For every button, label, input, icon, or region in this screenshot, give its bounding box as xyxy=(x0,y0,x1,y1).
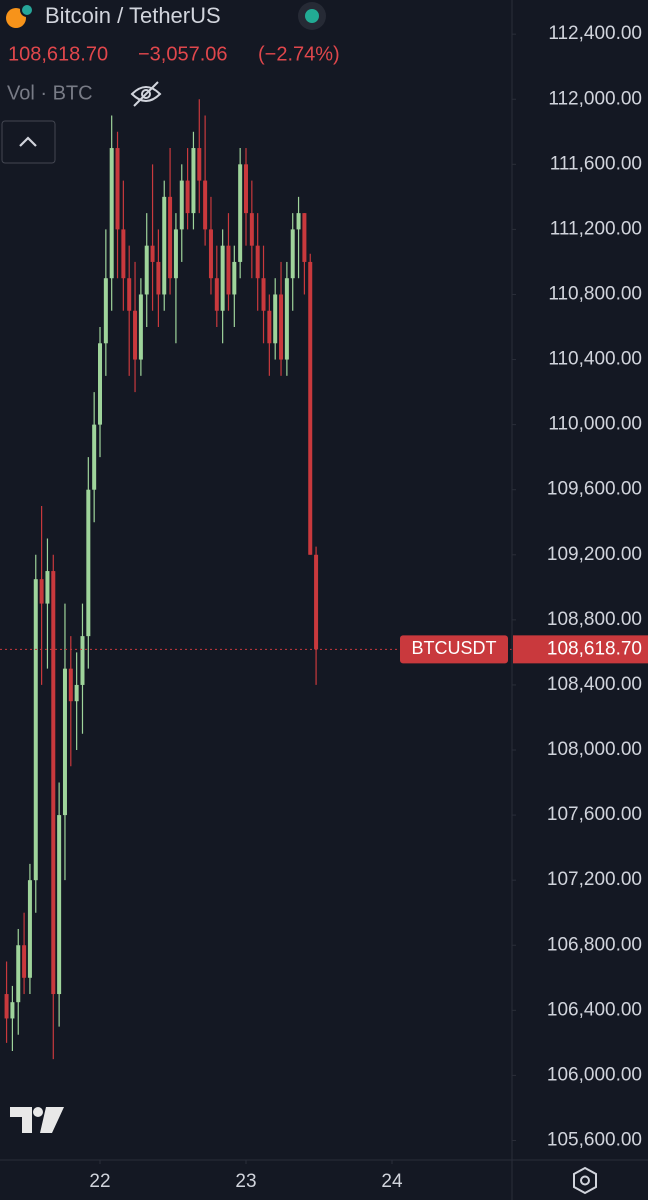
candle-body xyxy=(80,636,85,685)
y-tick-label: 106,400.00 xyxy=(547,999,642,1020)
price-change: −3,057.06 xyxy=(138,43,228,65)
candle-body xyxy=(127,278,132,311)
candle-body xyxy=(16,945,21,1003)
tradingview-logo[interactable] xyxy=(10,1107,64,1133)
candle-body xyxy=(156,261,161,295)
candle-body xyxy=(10,1002,15,1019)
candle-body xyxy=(279,294,284,360)
candle-body xyxy=(98,343,103,425)
collapse-button[interactable] xyxy=(1,120,56,164)
x-tick-label: 24 xyxy=(381,1171,403,1192)
status-dot xyxy=(305,9,319,23)
y-tick-label: 112,000.00 xyxy=(548,88,642,109)
candle-body xyxy=(33,579,38,881)
candle-body xyxy=(296,213,301,230)
candle-body xyxy=(103,278,108,344)
candle-body xyxy=(109,148,114,279)
candle-body xyxy=(138,294,143,360)
candle-body xyxy=(144,245,149,295)
candle-body xyxy=(115,148,120,230)
y-tick-label: 110,000.00 xyxy=(548,414,642,435)
price-tag xyxy=(513,635,648,664)
candle-body xyxy=(86,489,91,637)
candle-body xyxy=(314,554,319,650)
candle-body xyxy=(249,213,254,246)
candle-body xyxy=(4,994,9,1019)
candle-body xyxy=(243,164,248,214)
candle-body xyxy=(308,261,313,555)
candle-body xyxy=(57,815,62,995)
y-tick-label: 110,400.00 xyxy=(548,349,642,370)
y-tick-label: 110,800.00 xyxy=(548,283,642,304)
y-tick-label: 107,200.00 xyxy=(547,869,642,890)
candle-body xyxy=(255,245,260,279)
settings-button[interactable] xyxy=(573,1166,597,1195)
candle-body xyxy=(226,245,231,295)
price-change-percent: (−2.74%) xyxy=(258,43,340,65)
x-tick-label: 22 xyxy=(89,1171,110,1192)
candle-body xyxy=(284,278,289,360)
candle-body xyxy=(133,310,138,360)
y-tick-label: 108,800.00 xyxy=(547,609,642,630)
candle-body xyxy=(74,684,79,702)
y-tick-label: 107,600.00 xyxy=(547,804,642,825)
candle-body xyxy=(185,180,190,214)
candle-body xyxy=(191,148,196,214)
candle-body xyxy=(302,213,307,262)
candle-body xyxy=(203,180,208,230)
symbol-tag-label: BTCUSDT xyxy=(412,638,497,658)
candle-body xyxy=(62,668,67,816)
candle-body xyxy=(121,229,126,279)
y-tick-label: 108,000.00 xyxy=(547,739,642,760)
candle-body xyxy=(214,278,219,311)
candle-body xyxy=(27,880,32,978)
y-tick-label: 108,400.00 xyxy=(547,674,642,695)
plot-area xyxy=(0,99,512,1060)
candle-body xyxy=(150,245,155,262)
y-tick-label: 106,800.00 xyxy=(547,934,642,955)
candle-body xyxy=(238,164,243,262)
candle-body xyxy=(179,180,184,230)
volume-label: Vol · BTC xyxy=(7,82,93,104)
candle-body xyxy=(232,261,237,295)
y-tick-label: 109,200.00 xyxy=(547,544,642,565)
candle-body xyxy=(162,196,167,295)
candle-body xyxy=(22,945,27,978)
y-tick-label: 111,600.00 xyxy=(550,153,642,174)
candle-body xyxy=(39,579,44,604)
header: Bitcoin / TetherUS 108,618.70 −3,057.06 … xyxy=(1,2,340,164)
y-tick-label: 106,000.00 xyxy=(547,1064,642,1085)
coin-icon-badge xyxy=(20,3,34,17)
y-tick-label: 112,400.00 xyxy=(548,23,642,44)
last-price: 108,618.70 xyxy=(8,43,108,65)
chart-title: Bitcoin / TetherUS xyxy=(45,3,221,28)
candle-body xyxy=(168,196,173,279)
candle-body xyxy=(45,571,50,604)
candle-body xyxy=(290,229,295,279)
candle-body xyxy=(92,424,97,490)
hide-toggle[interactable] xyxy=(130,81,162,107)
y-tick-label: 105,600.00 xyxy=(547,1129,642,1150)
candle-body xyxy=(267,310,272,344)
candle-body xyxy=(261,278,266,311)
y-tick-label: 109,600.00 xyxy=(547,479,642,500)
candle-body xyxy=(208,229,213,279)
candle-body xyxy=(51,571,56,995)
candle-body xyxy=(173,229,178,279)
candle-body xyxy=(197,148,202,181)
candle-body xyxy=(273,294,278,344)
price-tag-label: 108,618.70 xyxy=(547,638,642,659)
candle-body xyxy=(68,668,73,702)
symbol-tag xyxy=(400,635,508,664)
x-tick-label: 23 xyxy=(235,1171,256,1192)
candle-body xyxy=(220,245,225,311)
y-tick-label: 111,200.00 xyxy=(550,218,642,239)
